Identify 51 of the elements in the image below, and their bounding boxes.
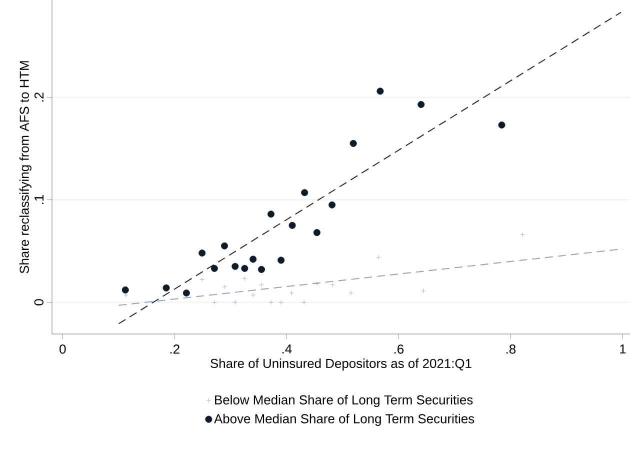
point bbox=[278, 300, 284, 305]
point bbox=[122, 286, 129, 294]
y-axis-title: Share reclassifying from AFS to HTM bbox=[19, 61, 32, 274]
point bbox=[268, 300, 274, 305]
x-tick-label: 1 bbox=[620, 344, 626, 354]
point bbox=[420, 288, 426, 294]
x-tick-label: .8 bbox=[506, 344, 516, 354]
point bbox=[350, 140, 357, 147]
x-tick-label: .6 bbox=[394, 344, 404, 354]
point bbox=[250, 256, 257, 263]
point bbox=[232, 300, 238, 305]
point bbox=[232, 262, 239, 270]
point bbox=[498, 121, 506, 128]
point bbox=[198, 250, 206, 257]
point bbox=[162, 284, 170, 292]
point bbox=[222, 284, 227, 290]
point bbox=[301, 189, 308, 196]
point bbox=[348, 290, 354, 296]
y-tick-label: 0 bbox=[34, 299, 44, 306]
point bbox=[221, 242, 228, 250]
point bbox=[376, 254, 381, 260]
point bbox=[182, 290, 190, 297]
point bbox=[124, 292, 128, 298]
point bbox=[241, 264, 248, 272]
point bbox=[314, 281, 320, 286]
point bbox=[328, 201, 336, 208]
point bbox=[210, 264, 218, 272]
point bbox=[418, 101, 425, 108]
point bbox=[288, 222, 296, 229]
point bbox=[313, 229, 320, 236]
y-tick-label: .1 bbox=[34, 195, 44, 204]
point bbox=[258, 266, 265, 273]
legend-label: Above Median Share of Long Term Securities bbox=[214, 414, 474, 426]
y-tick-label: .2 bbox=[34, 92, 44, 102]
legend-label: Below Median Share of Long Term Securities bbox=[215, 394, 473, 408]
point bbox=[250, 292, 256, 298]
x-axis-title: Share of Uninsured Depositors as of 2021:Q1 bbox=[210, 358, 472, 371]
point bbox=[330, 282, 336, 288]
point bbox=[200, 277, 205, 282]
point bbox=[242, 276, 248, 282]
x-tick-label: .2 bbox=[170, 344, 180, 354]
point bbox=[302, 300, 306, 305]
point bbox=[259, 282, 264, 288]
point bbox=[278, 256, 285, 264]
x-tick-label: .4 bbox=[282, 344, 292, 354]
point bbox=[520, 232, 525, 238]
point bbox=[289, 290, 294, 296]
point bbox=[267, 210, 274, 218]
point bbox=[376, 88, 384, 95]
point bbox=[212, 300, 217, 305]
x-tick-label: 0 bbox=[60, 344, 66, 354]
